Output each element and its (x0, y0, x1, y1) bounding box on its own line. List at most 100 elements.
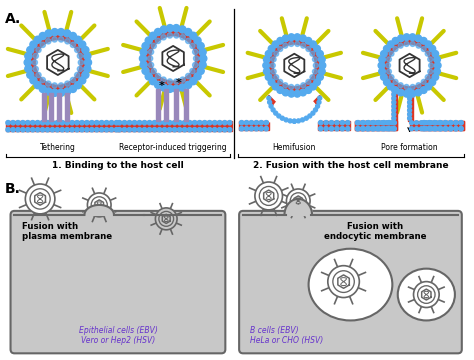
Circle shape (70, 77, 75, 83)
Ellipse shape (309, 249, 392, 320)
Text: 2. Fusion with the host cell membrane: 2. Fusion with the host cell membrane (253, 161, 448, 170)
Circle shape (75, 121, 79, 125)
Circle shape (317, 100, 321, 104)
Circle shape (90, 127, 94, 132)
Circle shape (25, 65, 32, 72)
Circle shape (434, 56, 440, 63)
Circle shape (109, 127, 114, 132)
Circle shape (142, 67, 149, 75)
Circle shape (40, 77, 46, 83)
Circle shape (36, 127, 40, 132)
Circle shape (419, 127, 423, 131)
Circle shape (273, 51, 279, 56)
Polygon shape (400, 54, 419, 77)
Circle shape (192, 127, 197, 132)
Circle shape (392, 126, 396, 131)
Circle shape (392, 37, 399, 44)
Circle shape (70, 121, 74, 125)
Circle shape (30, 189, 50, 209)
Circle shape (301, 83, 306, 88)
Circle shape (40, 42, 46, 48)
Circle shape (277, 87, 283, 94)
Circle shape (292, 119, 296, 123)
Circle shape (82, 46, 89, 54)
Circle shape (218, 127, 222, 132)
Circle shape (295, 41, 300, 46)
Circle shape (408, 108, 411, 112)
Circle shape (443, 121, 447, 125)
Circle shape (155, 208, 177, 230)
Circle shape (459, 121, 463, 125)
Bar (410, 121, 464, 130)
Circle shape (30, 41, 37, 48)
Circle shape (46, 121, 50, 125)
Circle shape (74, 81, 82, 89)
Circle shape (85, 121, 89, 125)
Circle shape (60, 121, 64, 125)
Circle shape (314, 79, 320, 86)
Circle shape (32, 60, 37, 65)
Circle shape (167, 127, 172, 132)
Circle shape (36, 47, 41, 53)
Circle shape (77, 53, 82, 59)
Circle shape (151, 68, 156, 74)
Circle shape (306, 46, 311, 51)
Circle shape (283, 43, 288, 48)
Circle shape (283, 89, 289, 96)
Circle shape (117, 121, 122, 125)
Circle shape (427, 121, 431, 125)
Text: Hemifusion: Hemifusion (273, 143, 316, 152)
Circle shape (25, 53, 32, 60)
Circle shape (6, 121, 10, 125)
Circle shape (421, 79, 426, 84)
Circle shape (356, 121, 359, 125)
Circle shape (64, 30, 71, 37)
Circle shape (239, 126, 244, 131)
Circle shape (148, 49, 154, 55)
Circle shape (310, 83, 317, 90)
Circle shape (104, 127, 109, 132)
Bar (184, 89, 188, 121)
Circle shape (167, 33, 173, 38)
Circle shape (439, 127, 443, 131)
Circle shape (289, 85, 294, 90)
Circle shape (77, 66, 82, 72)
Circle shape (387, 83, 394, 90)
Circle shape (375, 121, 379, 125)
Circle shape (228, 121, 232, 125)
Circle shape (390, 45, 429, 86)
Circle shape (432, 126, 437, 131)
Circle shape (434, 127, 438, 131)
Circle shape (408, 116, 411, 120)
Circle shape (265, 74, 272, 80)
Circle shape (418, 286, 435, 303)
Circle shape (26, 121, 30, 125)
Circle shape (274, 45, 314, 86)
Circle shape (190, 77, 197, 85)
Circle shape (382, 121, 386, 125)
Circle shape (218, 121, 222, 125)
Circle shape (413, 282, 439, 307)
Circle shape (389, 51, 394, 56)
Bar (174, 89, 178, 121)
Circle shape (340, 126, 345, 131)
Circle shape (316, 104, 319, 108)
Circle shape (387, 126, 391, 131)
Circle shape (182, 121, 187, 125)
Circle shape (27, 46, 34, 54)
FancyBboxPatch shape (239, 211, 462, 353)
Circle shape (278, 46, 283, 51)
Circle shape (390, 127, 394, 131)
Circle shape (317, 50, 323, 57)
Circle shape (25, 184, 55, 214)
Text: A.: A. (5, 12, 21, 26)
Circle shape (410, 121, 413, 125)
Circle shape (422, 126, 426, 131)
Circle shape (36, 41, 79, 84)
Circle shape (310, 51, 315, 56)
Circle shape (114, 121, 118, 125)
Circle shape (245, 126, 249, 131)
Circle shape (45, 88, 52, 95)
Circle shape (294, 34, 301, 40)
Circle shape (278, 49, 310, 82)
